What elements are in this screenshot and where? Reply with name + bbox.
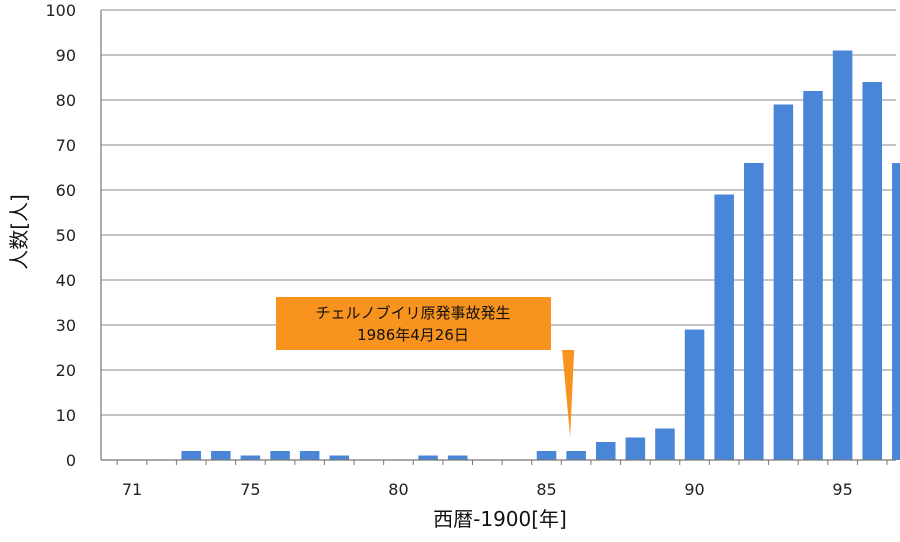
bar [832, 50, 853, 460]
bar [625, 437, 646, 460]
bar [270, 451, 290, 460]
bar [655, 428, 675, 460]
x-tick-label: 71 [122, 480, 142, 499]
y-tick-label: 10 [56, 406, 76, 425]
bar [803, 91, 823, 460]
bar [892, 163, 900, 460]
y-tick-label: 50 [56, 226, 76, 245]
y-tick-label: 90 [56, 46, 76, 65]
x-tick-label: 75 [240, 480, 260, 499]
annotation-callout: チェルノブイリ原発事故発生 1986年4月26日 [276, 297, 575, 437]
y-tick-label: 100 [45, 1, 76, 20]
x-tick-label: 90 [684, 480, 704, 499]
x-tick-label: 85 [536, 480, 556, 499]
annotation-line2: 1986年4月26日 [357, 326, 469, 344]
bar [240, 455, 261, 460]
bar [773, 104, 794, 460]
y-tick-label: 30 [56, 316, 76, 335]
x-tick-label: 80 [388, 480, 408, 499]
y-tick-label: 70 [56, 136, 76, 155]
bar [211, 451, 231, 460]
bar [329, 455, 350, 460]
axes [100, 10, 896, 465]
x-tick-labels: 71 75 80 85 90 95 [122, 480, 853, 499]
x-axis-title: 西暦-1900[年] [433, 507, 567, 531]
y-tick-label: 0 [66, 451, 76, 470]
bar [566, 451, 586, 460]
y-tick-label: 40 [56, 271, 76, 290]
bar [862, 82, 882, 460]
bar [447, 455, 468, 460]
bar [595, 442, 616, 460]
bar [744, 163, 764, 460]
y-axis-title: 人数[人] [7, 194, 31, 270]
bar [714, 194, 734, 460]
y-tick-label: 20 [56, 361, 76, 380]
y-tick-label: 60 [56, 181, 76, 200]
grid-lines [101, 9, 896, 461]
bar [299, 451, 320, 460]
bar [181, 451, 201, 460]
x-tick-label: 95 [832, 480, 852, 499]
bar [684, 329, 705, 460]
y-tick-labels: 0 10 20 30 40 50 60 70 80 90 100 [45, 1, 76, 470]
annotation-box [276, 297, 575, 437]
bar [418, 455, 438, 460]
bar [536, 451, 557, 460]
bars [181, 50, 900, 460]
y-tick-label: 80 [56, 91, 76, 110]
annotation-line1: チェルノブイリ原発事故発生 [315, 304, 510, 322]
